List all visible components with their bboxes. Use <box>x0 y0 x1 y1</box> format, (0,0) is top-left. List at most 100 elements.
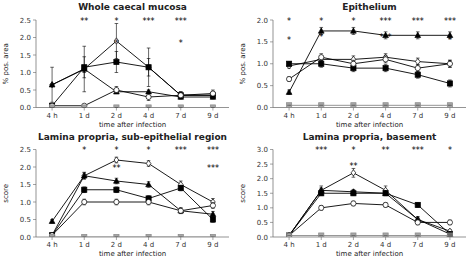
marker <box>448 61 453 67</box>
error-bar <box>319 206 323 211</box>
title: Epithelium <box>342 2 396 12</box>
y-tick <box>33 90 36 91</box>
significance-star: * <box>147 146 151 155</box>
marker <box>50 82 55 88</box>
y-tick-label: 0.0 <box>257 234 268 242</box>
significance-star: * <box>448 146 452 155</box>
marker <box>319 61 324 66</box>
significance-star: *** <box>380 17 392 26</box>
error-bar <box>384 65 388 72</box>
marker <box>415 103 420 108</box>
error-bar <box>179 208 183 214</box>
error-bar <box>448 60 452 67</box>
marker <box>210 91 215 96</box>
significance-star: *** <box>143 17 155 26</box>
marker <box>447 81 452 86</box>
panel: Epithelium0.00.51.01.52.04 h1 d2 d4 d7 d… <box>239 2 466 129</box>
significance-star: ** <box>80 17 88 26</box>
x-tick <box>52 237 53 240</box>
plot-area <box>49 157 216 237</box>
marker <box>114 157 119 163</box>
marker <box>415 32 421 37</box>
marker <box>178 208 183 213</box>
error-bar <box>319 54 323 61</box>
y-tick <box>33 107 36 108</box>
significance-star: *** <box>207 164 219 173</box>
error-bar <box>211 203 215 209</box>
x-tick <box>84 108 85 111</box>
error-bar <box>287 77 291 81</box>
x-axis <box>36 107 229 108</box>
significance-star: ** <box>349 162 357 171</box>
x-tick <box>289 237 290 240</box>
error-cap <box>384 55 388 56</box>
error-cap <box>211 98 215 99</box>
marker <box>178 92 183 98</box>
marker <box>114 105 119 108</box>
x-tick <box>148 237 149 240</box>
y-tick-label: 2.5 <box>20 17 31 25</box>
marker <box>447 61 452 66</box>
error-cap <box>115 93 119 94</box>
error-cap <box>115 51 119 52</box>
error-cap <box>319 53 323 54</box>
marker <box>287 232 292 237</box>
y-tick <box>270 193 273 194</box>
y-tick-label: 1.0 <box>20 69 31 77</box>
series-line <box>289 57 450 79</box>
marker <box>415 66 420 71</box>
x-tick <box>449 237 450 240</box>
error-bar <box>416 58 420 65</box>
series <box>49 185 215 237</box>
y-axis <box>36 20 37 108</box>
marker <box>82 199 87 204</box>
x-tick-label: 1 d <box>316 241 327 249</box>
y-axis-label: score <box>2 184 10 203</box>
marker <box>146 94 151 99</box>
significance-star: * <box>114 146 118 155</box>
y-tick <box>270 63 273 64</box>
marker <box>114 187 119 192</box>
x-tick <box>180 237 181 240</box>
marker <box>49 234 54 237</box>
series <box>286 54 452 82</box>
error-bar <box>448 60 452 67</box>
marker <box>210 105 215 108</box>
y-tick <box>270 207 273 208</box>
error-bar <box>448 220 452 225</box>
x-tick <box>353 108 354 111</box>
y-tick <box>270 164 273 165</box>
plot-area <box>286 27 453 107</box>
error-bar <box>82 199 86 205</box>
title: Lamina propria, basement <box>303 132 437 142</box>
series <box>49 199 215 237</box>
series-line <box>52 69 213 97</box>
marker <box>178 208 184 213</box>
y-tick <box>270 149 273 150</box>
plot-area <box>49 24 216 108</box>
marker <box>146 105 151 108</box>
marker <box>81 173 87 178</box>
marker <box>415 220 420 225</box>
error-cap <box>319 60 323 61</box>
y-tick <box>33 149 36 150</box>
series-line <box>52 160 213 235</box>
y-tick <box>33 184 36 185</box>
marker <box>286 89 292 94</box>
error-cap <box>416 71 420 72</box>
marker <box>49 82 55 87</box>
marker <box>319 191 324 196</box>
marker <box>82 173 87 179</box>
y-tick <box>33 72 36 73</box>
marker <box>351 191 356 196</box>
error-cap <box>416 78 420 79</box>
error-bar <box>82 57 86 78</box>
error-bar <box>115 87 119 94</box>
series <box>50 24 216 103</box>
series <box>49 66 216 100</box>
error-cap <box>319 185 323 186</box>
error-bar <box>416 71 420 78</box>
x-tick-label: 4 h <box>47 241 58 249</box>
x-tick-label: 9 d <box>444 241 455 249</box>
marker <box>146 160 151 166</box>
